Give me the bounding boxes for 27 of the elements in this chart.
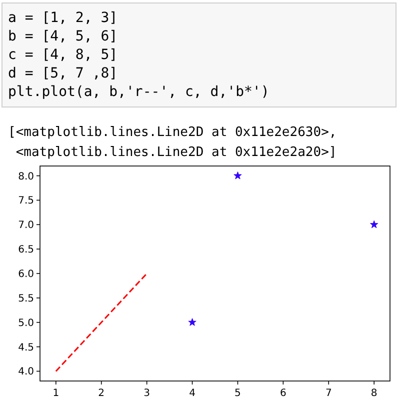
y-tick-label: 7.0	[18, 220, 34, 232]
point	[370, 220, 378, 228]
x-tick-label: 7	[325, 388, 332, 399]
text: [<matplotlib.lines.Line2D at 0x11e2e2630>,	[8, 125, 337, 140]
y-tick-label: 8.0	[18, 171, 34, 182]
text: c = [4, 8, 5]	[8, 47, 118, 63]
y-tick-label: 5.0	[18, 318, 34, 329]
point	[188, 318, 196, 326]
x-tick-label: 8	[370, 388, 378, 399]
text: <matplotlib.lines.Line2D at 0x11e2e2a20>]	[8, 145, 337, 160]
x-tick-label: 4	[189, 388, 196, 399]
x-tick-label: 3	[144, 388, 150, 399]
y-tick-label: 7.5	[18, 196, 34, 207]
text: d = [5, 7 ,8]	[8, 66, 118, 82]
point	[234, 172, 242, 180]
y-tick-label: 4.5	[18, 342, 34, 354]
x-tick-label: 2	[98, 388, 105, 399]
x-tick-label: 6	[280, 388, 286, 399]
x-tick-label: 1	[52, 388, 60, 399]
y-tick-label: 4.0	[18, 366, 34, 378]
text: plt.plot(a, b,'r--', c, d,'b*')	[8, 84, 270, 100]
x-tick-label: 5	[234, 388, 241, 399]
text: a = [1, 2, 3]	[8, 10, 118, 26]
text: b = [4, 5, 6]	[8, 28, 118, 44]
y-tick-label: 5.5	[18, 293, 34, 304]
y-tick-label: 6.5	[18, 244, 34, 256]
y-tick-label: 6.0	[18, 269, 34, 280]
